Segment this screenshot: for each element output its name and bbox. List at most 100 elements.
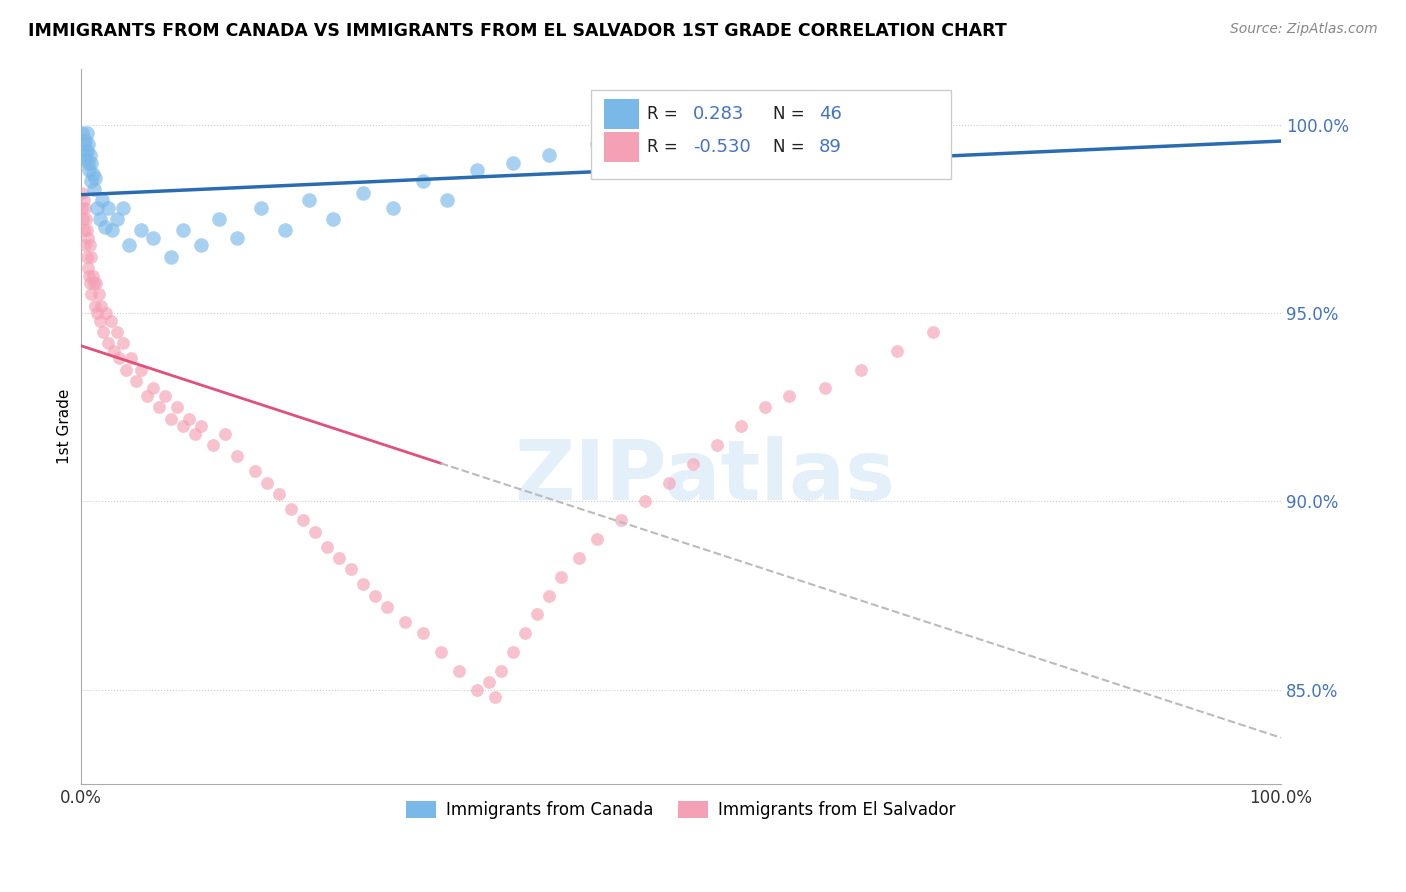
Point [190,419,212,434]
Point [80,174,103,188]
FancyBboxPatch shape [591,90,950,179]
Point [921,325,943,339]
Point [201,438,224,452]
Text: R =: R = [647,138,683,156]
Point [141,231,163,245]
Point [214,426,236,441]
Point [717,111,740,125]
Point [190,238,212,252]
Point [436,194,458,208]
Point [886,343,908,358]
Point [249,201,271,215]
Point [159,411,181,425]
Point [489,664,512,678]
Point [166,401,188,415]
Point [172,419,194,434]
Y-axis label: 1st Grade: 1st Grade [58,388,72,464]
Text: 89: 89 [818,138,842,156]
Point [183,426,205,441]
Point [291,513,314,527]
Point [730,419,752,434]
Point [75,238,97,252]
Legend: Immigrants from Canada, Immigrants from El Salvador: Immigrants from Canada, Immigrants from … [399,794,962,825]
Point [153,389,176,403]
Point [585,136,607,151]
Point [84,276,107,290]
Point [814,382,837,396]
Point [682,457,704,471]
Point [328,550,350,565]
Point [148,401,170,415]
Point [585,532,607,546]
Point [77,163,100,178]
Point [754,401,776,415]
Point [513,626,536,640]
Point [304,524,326,539]
Point [645,126,668,140]
Point [84,170,107,185]
Point [72,136,94,151]
Point [79,276,101,290]
Point [129,223,152,237]
Point [76,223,98,237]
Point [75,133,97,147]
Point [658,475,681,490]
Point [91,194,114,208]
Point [526,607,548,622]
Point [129,362,152,376]
Text: ZIPatlas: ZIPatlas [515,435,896,516]
Point [73,223,96,237]
Point [72,212,94,227]
Point [80,155,103,169]
Point [73,201,96,215]
Point [141,382,163,396]
Point [97,201,120,215]
Point [120,351,142,366]
Point [502,155,524,169]
Point [117,238,139,252]
Point [89,314,111,328]
Point [77,136,100,151]
Point [315,540,337,554]
Text: N =: N = [773,138,810,156]
Point [89,212,111,227]
Point [339,562,361,576]
Point [568,550,591,565]
Text: Source: ZipAtlas.com: Source: ZipAtlas.com [1230,22,1378,37]
Point [108,351,131,366]
Point [105,325,128,339]
Point [207,212,229,227]
Point [86,201,108,215]
Text: 0.283: 0.283 [693,104,744,122]
Point [267,487,290,501]
Point [225,231,247,245]
Point [465,682,488,697]
Point [115,362,138,376]
Point [75,212,97,227]
Text: N =: N = [773,104,810,122]
Point [225,449,247,463]
FancyBboxPatch shape [605,132,638,162]
Point [537,148,560,162]
Point [273,223,295,237]
Point [79,148,101,162]
Point [778,389,800,403]
Point [412,174,434,188]
Point [86,306,108,320]
Point [111,336,134,351]
Point [72,194,94,208]
Point [634,494,657,508]
Point [83,276,105,290]
Point [256,475,278,490]
Point [172,223,194,237]
Point [76,250,98,264]
Point [352,186,374,200]
Text: 46: 46 [818,104,842,122]
Text: R =: R = [647,104,683,122]
Point [111,201,134,215]
Point [429,645,451,659]
Point [93,219,115,234]
Point [159,250,181,264]
Point [100,223,122,237]
Point [105,212,128,227]
